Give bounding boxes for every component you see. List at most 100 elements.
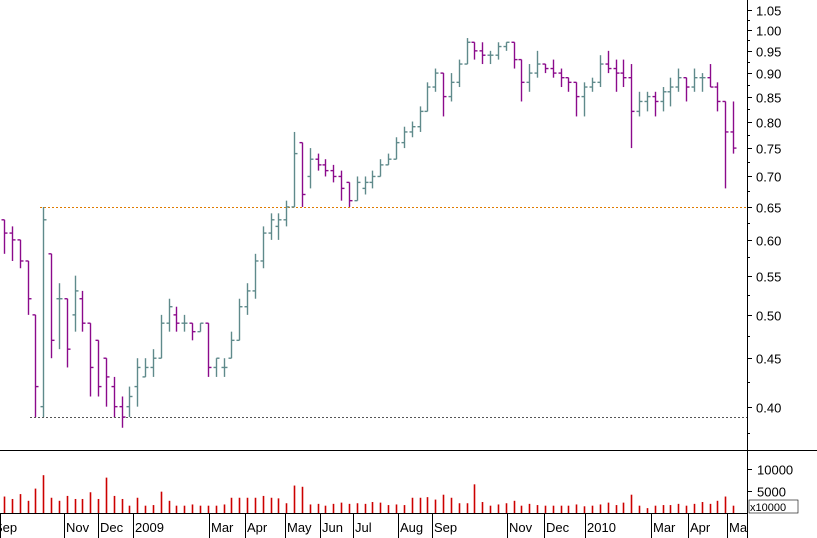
volume-tick-label: 5000 (757, 485, 786, 500)
ohlc-bar (526, 64, 533, 92)
time-tick-label: May (287, 520, 312, 535)
time-tick-label: 2009 (135, 520, 164, 535)
ohlc-bar (221, 358, 228, 377)
tick-labels: 1.05 1.00 0.95 0.90 0.85 0.80 0.75 0.70 0.65 0.60… (0, 4, 793, 536)
ohlc-bar (401, 126, 408, 149)
ohlc-bar (660, 87, 667, 112)
ohlc-bar (667, 77, 674, 107)
ohlc-bar (417, 106, 424, 132)
ohlc-bar (291, 131, 298, 208)
ohlc-bar (25, 260, 32, 315)
time-tick-label: Nov (509, 520, 533, 535)
ohlc-bar (628, 64, 635, 149)
ohlc-bar (589, 77, 596, 92)
ohlc-bar (150, 349, 157, 377)
ohlc-bar (636, 91, 643, 117)
ohlc-bar (613, 59, 620, 92)
ohlc-bar (511, 41, 518, 69)
ohlc-bar (448, 73, 455, 102)
ohlc-bar (119, 396, 126, 428)
ohlc-bar (464, 38, 471, 65)
ohlc-bar (730, 101, 737, 154)
ohlc-bar (456, 59, 463, 88)
price-tick-label: 0.80 (756, 116, 781, 131)
ohlc-bar (40, 206, 47, 418)
ohlc-bar (354, 176, 361, 202)
time-tick-label: Dec (546, 520, 570, 535)
ohlc-bar (126, 386, 133, 418)
ohlc-bar (322, 159, 329, 177)
volume-bars (3, 475, 735, 513)
ohlc-bar (95, 339, 102, 397)
price-tick-label: 0.85 (756, 91, 781, 106)
time-tick-label: Jul (355, 520, 372, 535)
ohlc-bar (330, 164, 337, 183)
ohlc-bar (683, 76, 690, 102)
price-tick-label: 0.40 (756, 401, 781, 416)
ohlc-bar (134, 358, 141, 407)
ohlc-bar (424, 82, 431, 113)
time-tick-label: 2010 (587, 520, 616, 535)
price-tick-label: 0.50 (756, 309, 781, 324)
ohlc-bar (244, 283, 251, 315)
ohlc-bar (479, 42, 486, 65)
price-tick-label: 0.95 (756, 45, 781, 60)
ohlc-bar (409, 121, 416, 138)
price-tick-label: 0.45 (756, 352, 781, 367)
ohlc-bar (236, 298, 243, 342)
ohlc-bar (228, 331, 235, 359)
ohlc-bar (166, 298, 173, 332)
time-tick-label: Mar (653, 520, 676, 535)
ohlc-bar (597, 55, 604, 88)
price-tick-label: 0.70 (756, 170, 781, 185)
time-tick-label: Sep (434, 520, 457, 535)
time-tick-label: Nov (66, 520, 90, 535)
ohlc-bar (205, 322, 212, 377)
ohlc-bar (440, 72, 447, 117)
ohlc-bar (393, 137, 400, 160)
price-bars (1, 38, 737, 428)
price-tick-label: 0.75 (756, 142, 781, 157)
price-tick-label: 1.05 (756, 4, 781, 19)
ohlc-bar (260, 226, 267, 269)
ohlc-bar (542, 63, 549, 74)
ohlc-bar (103, 357, 110, 407)
ohlc-bar (142, 358, 149, 378)
ohlc-bar (56, 283, 63, 350)
ohlc-bar (675, 68, 682, 92)
price-tick-label: 0.65 (756, 201, 781, 216)
ohlc-bar (181, 314, 188, 332)
ohlc-bar (573, 81, 580, 117)
price-tick-label: 0.55 (756, 270, 781, 285)
ohlc-bar (64, 298, 71, 368)
ohlc-bar (714, 82, 721, 112)
ohlc-bar (79, 290, 86, 332)
ohlc-bar (48, 253, 55, 359)
ohlc-bar (275, 213, 282, 240)
ohlc-bar (268, 213, 275, 240)
ohlc-bar (111, 376, 118, 418)
volume-tick-label: 10000 (757, 463, 793, 478)
ohlc-bar (197, 322, 204, 333)
price-tick-label: 1.00 (756, 24, 781, 39)
ohlc-bar (9, 226, 16, 261)
ohlc-bar (699, 73, 706, 92)
price-tick-label: 0.90 (756, 67, 781, 82)
ohlc-bar (307, 148, 314, 189)
ohlc-bar (283, 200, 290, 227)
ohlc-bar (550, 59, 557, 78)
ohlc-bar (158, 314, 165, 359)
ohlc-bar (471, 41, 478, 60)
ohlc-bar (338, 170, 345, 201)
time-tick-label: Ma (729, 520, 748, 535)
volume-multiplier-box (748, 499, 799, 514)
ohlc-bar (652, 91, 659, 117)
ohlc-bar (32, 314, 39, 418)
ohlc-bar (565, 76, 572, 92)
ohlc-bar (299, 141, 306, 207)
ohlc-bar (173, 306, 180, 332)
ohlc-bar (315, 153, 322, 171)
time-tick-label: Jun (322, 520, 343, 535)
time-tick-label: Apr (247, 520, 268, 535)
